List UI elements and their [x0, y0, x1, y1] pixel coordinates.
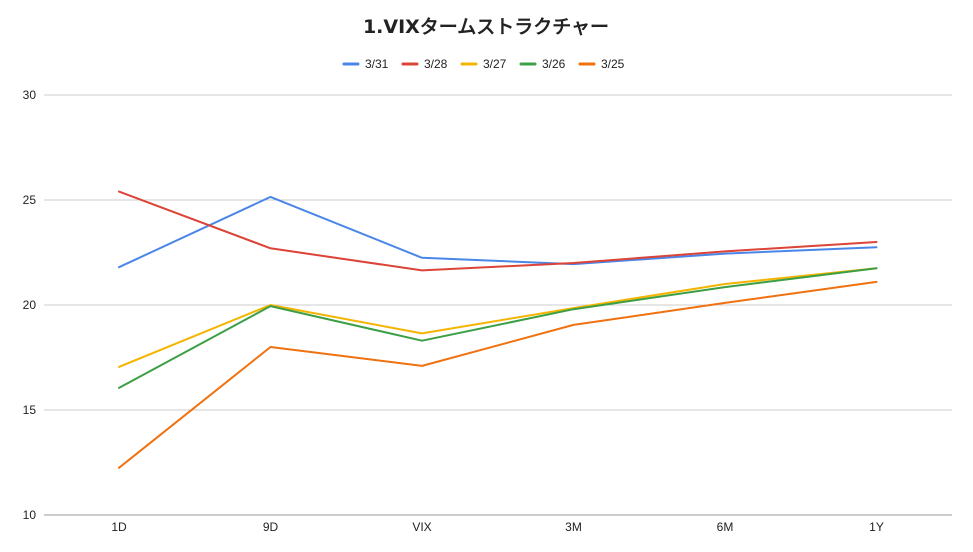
y-tick-label: 15: [23, 403, 37, 417]
series-line-3: [118, 267, 878, 389]
series-line-4: [118, 280, 878, 469]
x-tick-label: 1Y: [869, 520, 884, 534]
x-tick-label: 6M: [717, 520, 734, 534]
legend-label: 3/28: [424, 57, 448, 71]
legend-item: 3/27: [460, 57, 507, 71]
legend-item: 3/31: [342, 57, 389, 71]
x-axis-ticks: 1D 9D VIX 3M 6M 1Y: [111, 520, 884, 534]
y-tick-label: 30: [23, 88, 37, 102]
series-line-0: [118, 195, 878, 269]
y-tick-label: 25: [23, 193, 37, 207]
y-tick-label: 10: [23, 508, 37, 522]
gridlines: [44, 94, 952, 516]
legend-item: 3/25: [578, 57, 625, 71]
y-axis-ticks: 10 15 20 25 30: [23, 88, 37, 522]
legend-item: 3/28: [401, 57, 448, 71]
legend-label: 3/25: [601, 57, 625, 71]
x-tick-label: 9D: [263, 520, 279, 534]
legend-label: 3/27: [483, 57, 507, 71]
series-line-2: [118, 267, 878, 368]
series-line-1: [118, 190, 878, 272]
legend-label: 3/31: [365, 57, 389, 71]
legend: 3/31 3/28 3/27 3/26 3/25: [342, 57, 625, 71]
chart-title: 1.VIXタームストラクチャー: [363, 16, 609, 38]
series-lines: [118, 190, 878, 469]
x-tick-label: 3M: [565, 520, 582, 534]
legend-label: 3/26: [542, 57, 566, 71]
y-tick-label: 20: [23, 298, 37, 312]
x-tick-label: VIX: [412, 520, 431, 534]
legend-item: 3/26: [519, 57, 566, 71]
x-tick-label: 1D: [111, 520, 127, 534]
